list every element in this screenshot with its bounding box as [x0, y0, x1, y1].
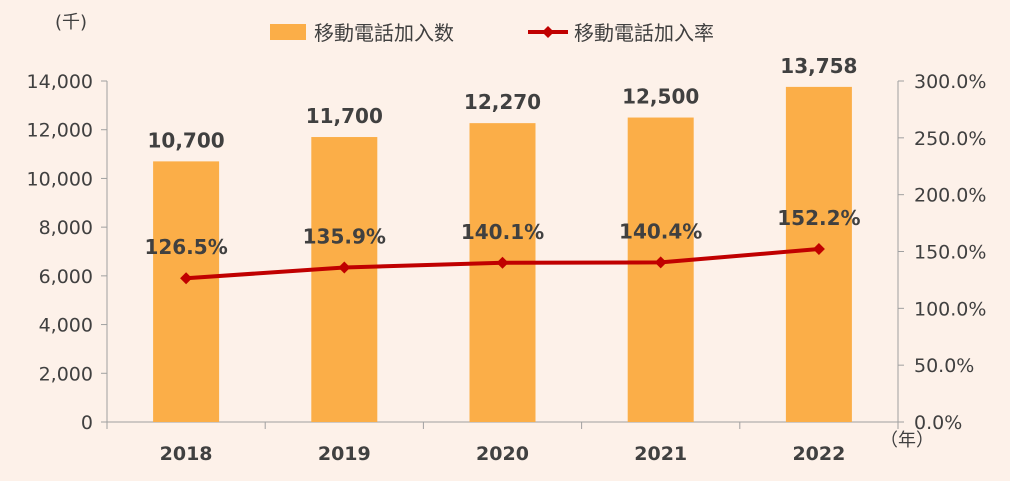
- legend-line-marker: [542, 26, 554, 38]
- right-tick-label: 50.0%: [914, 355, 974, 377]
- rate-line: [180, 242, 825, 285]
- category-label: 2019: [318, 443, 371, 465]
- rate-marker: [496, 256, 509, 269]
- left-tick-label: 14,000: [27, 71, 93, 93]
- left-tick-label: 6,000: [39, 266, 93, 288]
- rate-marker: [812, 242, 825, 255]
- category-label: 2021: [634, 443, 687, 465]
- left-tick-label: 4,000: [39, 315, 93, 337]
- category-labels: 2018 2019 2020 2021 2022: [160, 443, 846, 465]
- left-tick-label: 8,000: [39, 217, 93, 239]
- right-axis-ticks: 0.0% 50.0% 100.0% 150.0% 200.0% 250.0% 300.0%: [898, 71, 986, 434]
- bar-value-label: 11,700: [306, 104, 383, 128]
- rate-labels: 126.5% 135.9% 140.1% 140.4% 152.2%: [144, 206, 860, 259]
- left-tick-label: 2,000: [39, 363, 93, 385]
- right-tick-label: 150.0%: [914, 242, 986, 264]
- x-axis-unit: （年）: [880, 430, 934, 451]
- rate-value-label: 126.5%: [144, 235, 227, 259]
- right-tick-label: 300.0%: [914, 71, 986, 93]
- bar-value-label: 10,700: [148, 128, 225, 152]
- bar-labels: 10,700 11,700 12,270 12,500 13,758: [148, 54, 858, 152]
- rate-value-label: 140.1%: [461, 220, 544, 244]
- category-label: 2022: [792, 443, 845, 465]
- rate-marker: [338, 261, 351, 274]
- bar: [153, 161, 220, 422]
- rate-marker: [654, 256, 667, 269]
- bar: [469, 123, 536, 423]
- bar-value-label: 12,270: [464, 90, 541, 114]
- right-tick-label: 100.0%: [914, 298, 986, 320]
- bar: [627, 117, 694, 423]
- bar-value-label: 13,758: [780, 54, 857, 78]
- category-label: 2020: [476, 443, 529, 465]
- rate-marker: [180, 272, 193, 285]
- left-tick-label: 0: [81, 412, 93, 434]
- legend-bar-swatch: [270, 24, 306, 40]
- right-tick-label: 250.0%: [914, 128, 986, 150]
- right-tick-label: 0.0%: [914, 412, 962, 434]
- legend-bar-label: 移動電話加入数: [314, 21, 454, 45]
- legend: 移動電話加入数 移動電話加入率: [270, 21, 714, 45]
- left-axis-unit: (千): [55, 12, 87, 33]
- bars: [153, 86, 852, 423]
- left-tick-label: 12,000: [27, 120, 93, 142]
- left-axis-ticks: 0 2,000 4,000 6,000 8,000 10,000 12,000 14,000: [27, 71, 107, 434]
- category-label: 2018: [160, 443, 213, 465]
- rate-value-label: 135.9%: [303, 225, 386, 249]
- bar: [311, 137, 378, 422]
- right-tick-label: 200.0%: [914, 185, 986, 207]
- rate-value-label: 140.4%: [619, 219, 702, 243]
- legend-line-label: 移動電話加入率: [574, 21, 714, 45]
- rate-value-label: 152.2%: [777, 206, 860, 230]
- left-tick-label: 10,000: [27, 168, 93, 190]
- bar-value-label: 12,500: [622, 85, 699, 109]
